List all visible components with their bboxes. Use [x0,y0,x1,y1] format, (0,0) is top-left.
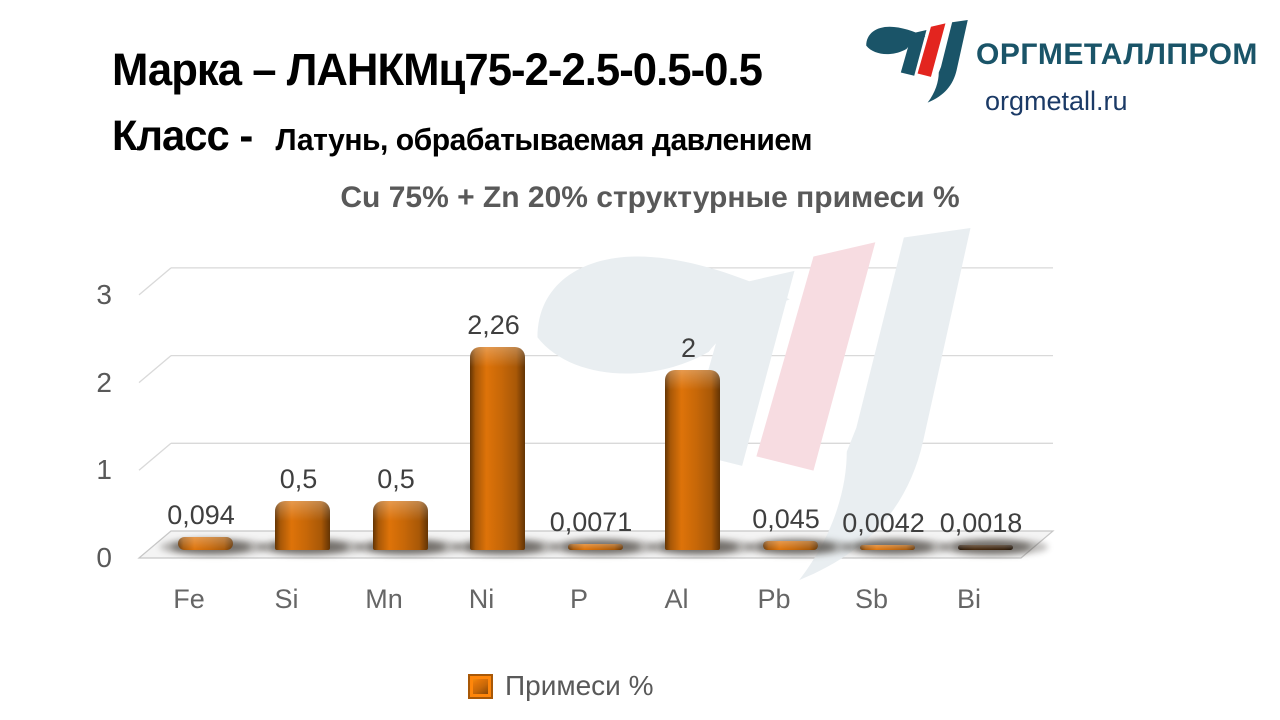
bar-Bi [957,544,1013,550]
value-label-Pb: 0,045 [752,504,820,535]
bar-Fe [177,536,233,550]
bar-Al [665,369,720,550]
axis-label-Al: Al [664,584,689,614]
bar-Mn [372,501,428,550]
axis-label-Bi: Bi [956,584,981,614]
class-value: Латунь, обрабатываемая давлением [275,122,813,157]
axis-label-Fe: Fe [173,584,205,614]
y-tick-3: 3 [96,278,112,310]
axis-label-Si: Si [274,584,299,614]
axis-label-P: P [569,584,588,614]
value-label-Al: 2 [680,332,697,363]
value-label-Mn: 0,5 [377,464,415,495]
y-tick-1: 1 [96,454,112,486]
axis-label-Mn: Mn [365,584,403,614]
bar-P [567,544,623,550]
value-label-Bi: 0,0018 [939,507,1023,538]
legend-swatch-icon [468,673,493,699]
bar-Sb [860,544,915,550]
legend-label: Примеси % [505,670,654,701]
value-label-Si: 0,5 [279,464,318,495]
class-label: Класс - [112,112,253,160]
value-label-Ni: 2,26 [467,309,520,340]
bar-Pb [762,541,818,550]
axis-label-Sb: Sb [854,584,889,614]
class-line: Класс - Латунь, обрабатываемая давлением [112,112,813,161]
value-label-Fe: 0,094 [167,499,235,530]
chart-title: Cu 75% + Zn 20% структурные примеси % [340,181,960,214]
value-label-P: 0,0071 [549,507,633,538]
logo-shape [866,20,968,103]
bar-Si [275,501,330,550]
chart-legend: Примеси % [468,670,653,702]
bar-Ni [470,346,525,550]
y-tick-0: 0 [96,542,112,573]
site-url[interactable]: orgmetall.ru [985,86,1128,116]
brand-name: ОРГМЕТАЛЛПРОМ [976,38,1258,71]
axis-label-Pb: Pb [757,584,791,614]
orgmetallprom-logo-icon [864,20,970,110]
value-label-Sb: 0,0042 [842,507,925,538]
page-title: Марка – ЛАНКМц75-2-2.5-0.5-0.5 [112,44,763,95]
y-tick-2: 2 [96,366,112,398]
axis-label-Ni: Ni [468,584,495,614]
